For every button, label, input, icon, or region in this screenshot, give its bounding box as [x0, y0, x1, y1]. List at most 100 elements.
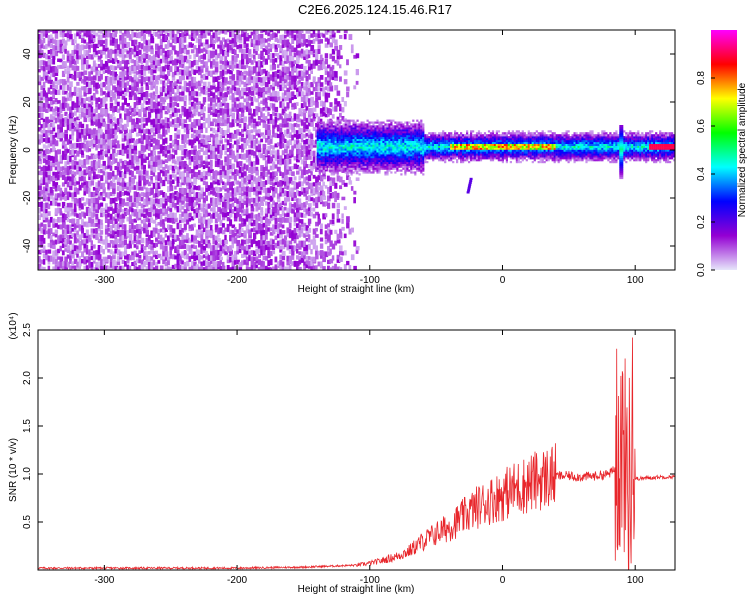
heatmap-cell: [152, 198, 156, 205]
heatmap-cell: [298, 212, 302, 218]
heatmap-cell: [188, 117, 192, 122]
heatmap-cell: [61, 61, 66, 67]
heatmap-cell: [307, 206, 311, 212]
heatmap-cell: [64, 256, 68, 263]
heatmap-cell: [83, 247, 87, 253]
heatmap-cell: [286, 128, 290, 134]
heatmap-cell: [107, 232, 112, 237]
heatmap-cell: [40, 266, 44, 270]
heatmap-cell: [66, 149, 70, 153]
heatmap-cell: [85, 181, 90, 188]
heatmap-cell: [202, 139, 206, 145]
heatmap-cell: [133, 92, 137, 97]
heatmap-cell: [253, 30, 257, 35]
heatmap-cell: [272, 244, 276, 251]
heatmap-cell: [83, 102, 87, 109]
heatmap-cell: [38, 139, 41, 145]
heatmap-cell: [52, 244, 56, 249]
heatmap-cell: [116, 249, 121, 256]
heatmap-cell: [269, 232, 274, 236]
heatmap-cell: [90, 251, 94, 256]
heatmap-cell: [267, 201, 271, 208]
heatmap-cell: [81, 211, 85, 217]
heatmap-cell: [42, 150, 47, 156]
heatmap-cell: [155, 102, 159, 109]
heatmap-cell: [205, 86, 208, 91]
heatmap-cell: [303, 240, 306, 247]
heatmap-cell: [181, 91, 185, 96]
heatmap-cell: [174, 133, 178, 139]
heatmap-cell: [188, 186, 192, 193]
heatmap-cell: [109, 201, 113, 208]
heatmap-cell: [78, 71, 82, 78]
heatmap-cell: [229, 80, 232, 85]
heatmap-cell: [119, 80, 123, 87]
heatmap-cell: [193, 54, 196, 60]
heatmap-cell: [45, 121, 49, 128]
heatmap-cell: [316, 140, 319, 143]
heatmap-cell: [100, 116, 104, 123]
heatmap-cell: [66, 107, 71, 111]
heatmap-cell: [221, 84, 225, 91]
heatmap-cell: [243, 239, 247, 245]
heatmap-cell: [73, 90, 77, 96]
heatmap-cell: [42, 75, 46, 80]
heatmap-cell: [104, 123, 109, 130]
heatmap-cell: [135, 159, 140, 165]
heatmap-cell: [109, 256, 113, 262]
heatmap-cell: [212, 92, 216, 99]
heatmap-cell: [174, 202, 177, 209]
heatmap-cell: [224, 251, 228, 256]
heatmap-cell: [47, 79, 52, 84]
heatmap-cell: [162, 105, 166, 111]
heatmap-cell: [150, 119, 154, 125]
heatmap-cell: [126, 143, 130, 149]
heatmap-cell: [267, 222, 271, 227]
heatmap-cell: [217, 97, 221, 103]
heatmap-cell: [319, 223, 323, 229]
heatmap-cell: [102, 187, 106, 194]
heatmap-cell: [195, 185, 199, 191]
heatmap-cell: [288, 187, 293, 192]
heatmap-cell: [178, 54, 183, 61]
heatmap-cell: [190, 43, 194, 48]
heatmap-cell: [178, 85, 182, 90]
heatmap-cell: [272, 211, 275, 217]
heatmap-cell: [190, 264, 194, 270]
heatmap-cell: [233, 80, 237, 86]
heatmap-cell: [49, 195, 54, 200]
heatmap-cell: [236, 211, 240, 217]
heatmap-cell: [176, 244, 180, 250]
heatmap-cell: [57, 193, 61, 198]
heatmap-cell: [126, 103, 130, 107]
heatmap-cell: [224, 113, 227, 120]
heatmap-cell: [147, 160, 152, 165]
heatmap-cell: [109, 107, 113, 111]
heatmap-cell: [262, 87, 266, 93]
heatmap-cell: [171, 168, 176, 174]
heatmap-cell: [140, 192, 145, 196]
heatmap-cell: [116, 44, 121, 50]
heatmap-cell: [150, 79, 154, 85]
heatmap-cell: [52, 111, 55, 116]
heatmap-cell: [267, 176, 271, 182]
heatmap-cell: [267, 227, 271, 232]
heatmap-cell: [296, 152, 300, 159]
heatmap-cell: [95, 106, 98, 113]
heatmap-cell: [248, 198, 251, 204]
heatmap-cell: [126, 191, 131, 196]
heatmap-cell: [315, 113, 319, 117]
heatmap-cell: [279, 137, 283, 144]
heatmap-cell: [318, 136, 321, 139]
heatmap-cell: [178, 121, 183, 126]
heatmap-cell: [100, 98, 104, 105]
heatmap-cell: [92, 52, 97, 58]
heatmap-cell: [245, 32, 249, 37]
heatmap-cell: [336, 116, 340, 123]
heatmap-cell: [298, 132, 303, 139]
heatmap-cell: [336, 202, 340, 209]
heatmap-cell: [315, 92, 319, 98]
heatmap-cell: [257, 223, 261, 230]
heatmap-cell: [64, 111, 68, 116]
heatmap-cell: [210, 153, 214, 159]
